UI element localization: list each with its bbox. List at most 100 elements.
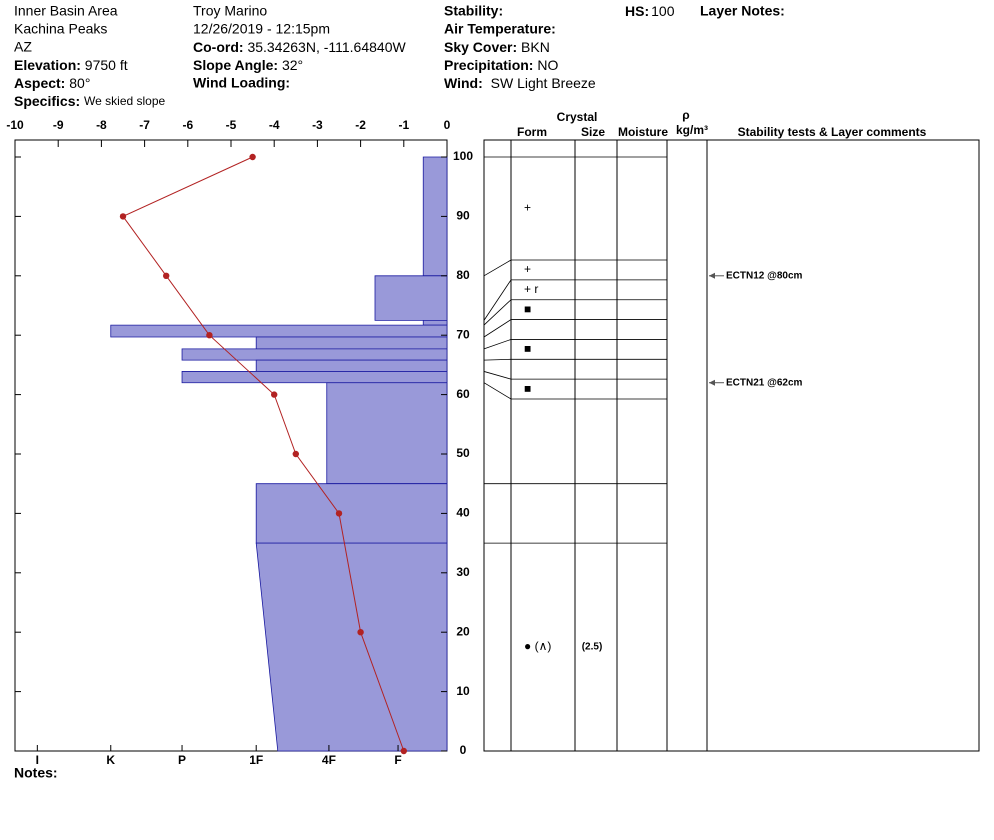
col-header: Crystal: [557, 110, 598, 124]
label: Precipitation:: [444, 57, 533, 73]
y-tick-label: 100: [453, 149, 473, 163]
hardness-label: K: [106, 753, 115, 767]
hardness-layer: [374, 275, 448, 321]
y-tick-label: 90: [456, 209, 470, 223]
hardness-label: 4F: [322, 753, 336, 767]
notes: Notes:: [14, 765, 58, 781]
y-tick-label: 60: [456, 387, 470, 401]
hardness-layer: [255, 336, 448, 350]
grain-size: (2.5): [582, 642, 603, 653]
value: We skied slope: [84, 94, 165, 108]
hardness-layer: [255, 542, 448, 752]
grain-form: ■: [524, 381, 531, 395]
arrow-head: [709, 379, 715, 386]
value: 35.34263N, -111.64840W: [247, 39, 406, 55]
col-header: Moisture: [618, 125, 668, 139]
location: AZ: [14, 39, 32, 55]
temperature-point: [206, 332, 213, 339]
y-tick-label: 70: [456, 327, 470, 341]
value: SW Light Breeze: [491, 75, 596, 91]
hardness-layer: [255, 359, 448, 372]
wind: Wind: SW Light Breeze: [444, 75, 596, 91]
hardness-label: I: [36, 753, 39, 767]
hardness-layer: [181, 348, 448, 361]
label: HS:: [625, 3, 649, 19]
layer-boundary: [483, 319, 667, 338]
frames: [14, 139, 980, 752]
col-header: ρ: [682, 108, 689, 122]
hardness-layer: [422, 319, 448, 326]
label: Elevation:: [14, 57, 81, 73]
label: Co-ord:: [193, 39, 244, 55]
table-frame: [483, 139, 980, 752]
test-label: ECTN12 @80cm: [726, 270, 803, 281]
temperature-point: [335, 510, 343, 517]
precipitation: Precipitation: NO: [444, 57, 558, 73]
header: Inner Basin Area Kachina Peaks AZ Elevat…: [14, 3, 785, 781]
y-tick-label: 30: [456, 565, 470, 579]
layer-boundary: [483, 339, 667, 350]
x-tick-label: 0: [444, 118, 451, 132]
layer-boundary: [483, 299, 667, 326]
sky-cover: Sky Cover: BKN: [444, 39, 550, 55]
location: Kachina Peaks: [14, 21, 107, 37]
temperature-point: [163, 272, 170, 279]
hardness-layer: [255, 483, 448, 544]
y-tick-label: 10: [456, 684, 470, 698]
temperature-point: [357, 629, 364, 636]
layer-boundary: [483, 358, 667, 361]
x-tick-label: -3: [312, 118, 323, 132]
grain-form: +: [524, 262, 531, 276]
hardness-label: F: [394, 753, 401, 767]
x-tick-label: -1: [398, 118, 409, 132]
layer-boundary: [483, 382, 667, 400]
x-tick-label: -8: [96, 118, 107, 132]
y-tick-label: 50: [456, 446, 470, 460]
col-header: Size: [581, 125, 605, 139]
grain-form: +: [524, 201, 531, 215]
hardness-layer: [110, 324, 448, 338]
label: Specifics:: [14, 93, 80, 109]
x-tick-label: -6: [182, 118, 193, 132]
grain-form: + r: [524, 282, 538, 296]
layer-notes: Layer Notes:: [700, 3, 785, 19]
col-header: Stability tests & Layer comments: [738, 125, 927, 139]
x-tick-label: -10: [6, 118, 24, 132]
hardness-layer: [181, 371, 448, 384]
wind-loading: Wind Loading:: [193, 75, 290, 91]
y-tick-label: 40: [456, 506, 470, 520]
x-tick-label: -9: [53, 118, 64, 132]
layer-boundary: [483, 371, 667, 380]
temperature-point: [249, 153, 256, 161]
test-label: ECTN21 @62cm: [726, 377, 803, 388]
x-tick-label: -7: [139, 118, 150, 132]
layer-boundary: [483, 279, 667, 321]
specifics: Specifics: We skied slope: [14, 93, 166, 109]
elevation: Elevation: 9750 ft: [14, 57, 128, 73]
x-tick-label: -4: [269, 118, 280, 132]
location: Inner Basin Area: [14, 3, 118, 19]
col-header: Form: [517, 125, 547, 139]
arrow-head: [709, 272, 715, 279]
label: Wind:: [444, 75, 483, 91]
observer: Troy Marino: [193, 3, 267, 19]
col-header: kg/m³: [676, 123, 708, 137]
hardness-label: P: [178, 753, 186, 767]
hardness-label: 1F: [249, 753, 263, 767]
temperature-point: [400, 747, 407, 755]
value: BKN: [521, 39, 550, 55]
hardness-layer: [326, 382, 448, 485]
x-tick-label: -2: [355, 118, 366, 132]
coord: Co-ord: 35.34263N, -111.64840W: [193, 39, 406, 55]
hs: HS: 100: [625, 3, 675, 19]
temperature-point: [292, 450, 299, 458]
slope-angle: Slope Angle: 32°: [193, 57, 303, 73]
value: 100: [651, 3, 675, 19]
grain-form: ● (∧): [524, 639, 551, 653]
y-tick-label: 80: [456, 268, 470, 282]
value: NO: [537, 57, 558, 73]
label: Aspect:: [14, 75, 65, 91]
grain-form: ■: [524, 342, 531, 356]
datetime: 12/26/2019 - 12:15pm: [193, 21, 330, 37]
